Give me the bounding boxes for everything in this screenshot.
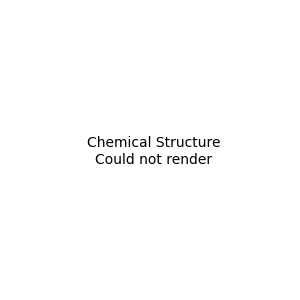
Text: Chemical Structure
Could not render: Chemical Structure Could not render [87, 136, 220, 166]
